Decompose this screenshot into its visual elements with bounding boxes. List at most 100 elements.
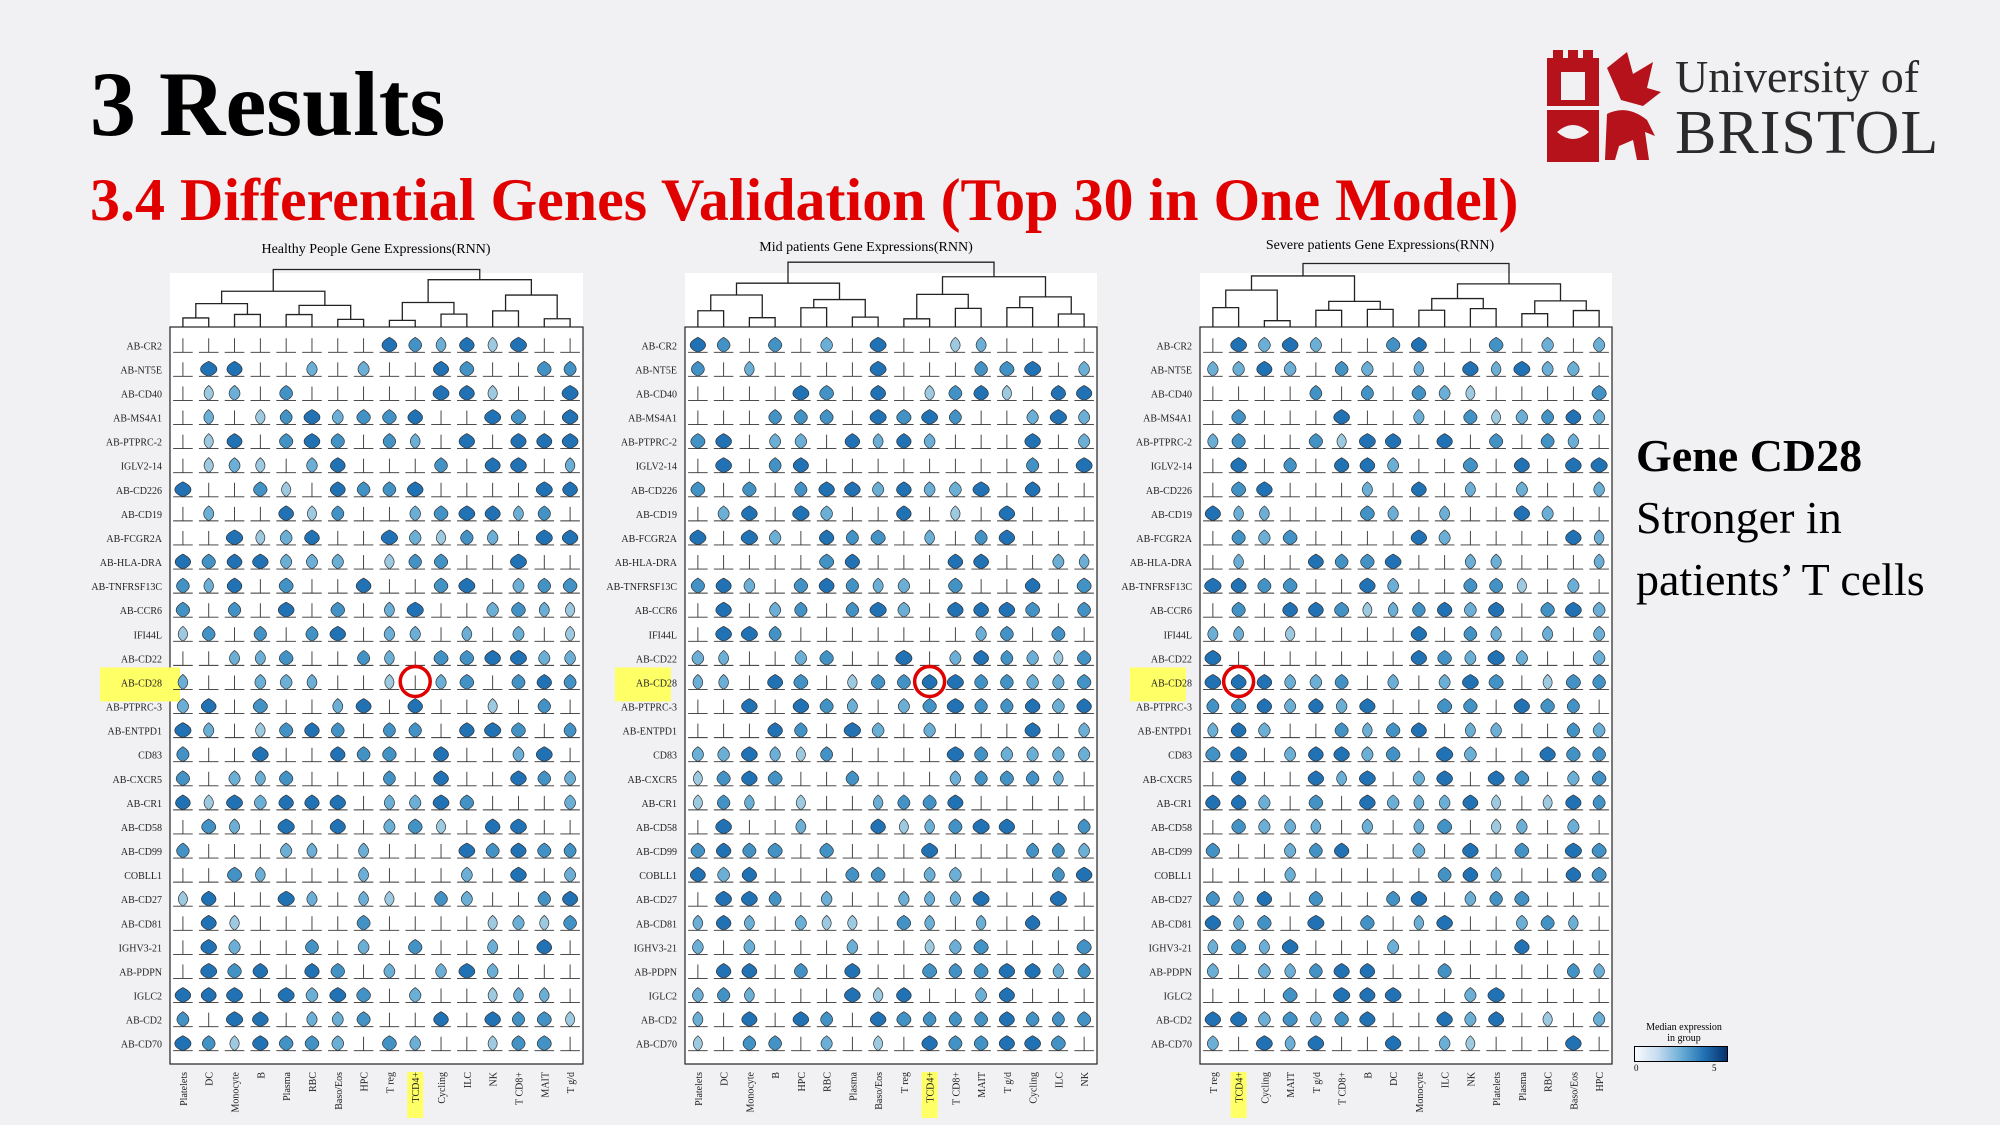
violin <box>457 458 477 474</box>
violin <box>353 409 374 425</box>
violin <box>457 529 477 546</box>
gene-label: AB-CD70 <box>636 1040 677 1051</box>
violin <box>997 674 1017 690</box>
violin <box>224 770 245 787</box>
violin <box>1383 482 1403 498</box>
violin <box>1537 868 1558 883</box>
violin <box>379 674 400 690</box>
violin <box>353 819 374 835</box>
violin <box>1254 481 1275 498</box>
violin <box>405 651 426 666</box>
violin <box>1306 940 1326 955</box>
violin <box>508 482 529 498</box>
violin <box>1022 577 1043 594</box>
violin <box>379 649 400 666</box>
violin <box>1486 699 1506 714</box>
violin <box>1537 940 1558 955</box>
violin <box>894 555 914 570</box>
violin <box>945 385 966 401</box>
violin <box>1228 505 1249 522</box>
violin <box>791 698 811 714</box>
violin <box>842 747 863 763</box>
gene-label: AB-CR2 <box>1156 341 1192 352</box>
violin <box>198 868 219 883</box>
violin <box>1460 819 1481 835</box>
violin <box>1589 506 1609 522</box>
cell-type-label: T reg <box>900 1072 911 1093</box>
violin <box>997 795 1017 811</box>
violin <box>1409 964 1429 979</box>
cell-type-label: Monocyte <box>1415 1071 1426 1112</box>
violin <box>224 1011 245 1028</box>
violin <box>688 699 708 714</box>
violin <box>1434 627 1455 642</box>
violin <box>405 916 426 931</box>
violin <box>302 963 322 979</box>
chart-title-healthy: Healthy People Gene Expressions(RNN) <box>261 242 491 257</box>
violin <box>508 746 529 763</box>
violin <box>919 963 940 979</box>
violin <box>1460 506 1481 522</box>
violin <box>997 963 1017 979</box>
violin <box>1434 866 1455 883</box>
violin <box>894 890 914 907</box>
violin <box>1589 940 1609 955</box>
violin <box>919 627 940 642</box>
violin <box>1537 698 1558 714</box>
violin <box>560 770 580 787</box>
violin <box>224 675 245 690</box>
violin <box>791 362 811 377</box>
violin <box>534 360 555 377</box>
violin <box>1409 988 1429 1004</box>
violin <box>482 818 503 835</box>
violin <box>1383 844 1403 859</box>
violin <box>842 627 863 642</box>
highlight-circle <box>1221 664 1256 699</box>
violin <box>1254 386 1275 401</box>
violin <box>560 866 580 883</box>
violin <box>173 506 193 522</box>
violin <box>1434 892 1455 907</box>
violin <box>1589 579 1609 594</box>
violin <box>868 627 888 642</box>
violin <box>457 722 477 739</box>
violin <box>765 699 785 714</box>
violin <box>353 987 374 1004</box>
violin <box>791 409 811 425</box>
highlight-circle <box>912 664 947 699</box>
violin <box>842 866 863 883</box>
gene-label: AB-NT5E <box>120 365 162 376</box>
violin <box>560 890 580 907</box>
gene-label: AB-ENTPD1 <box>1138 727 1192 738</box>
violin <box>1074 360 1094 377</box>
violin <box>405 336 426 353</box>
cell-type-label: NK <box>1080 1071 1091 1086</box>
plot-frame <box>169 326 584 1065</box>
violin <box>791 746 811 763</box>
violin <box>971 481 991 498</box>
violin <box>765 362 785 377</box>
violin <box>997 770 1017 787</box>
violin <box>739 1011 760 1028</box>
violin <box>816 940 837 955</box>
violin <box>1048 940 1069 955</box>
violin <box>1074 818 1094 835</box>
violin <box>431 1036 451 1052</box>
violin <box>791 457 811 474</box>
violin <box>688 386 708 401</box>
violin <box>173 746 193 763</box>
violin <box>1434 601 1455 618</box>
violin <box>945 723 966 739</box>
violin <box>250 963 271 979</box>
violin <box>765 674 785 690</box>
violin <box>816 553 837 570</box>
violin <box>816 505 837 522</box>
gene-label: AB-CD28 <box>1151 678 1192 689</box>
violin <box>816 434 837 450</box>
violin <box>1228 794 1249 811</box>
violin <box>919 842 940 859</box>
violin <box>894 674 914 690</box>
violin <box>482 1011 503 1028</box>
violin <box>405 844 426 859</box>
violin <box>431 818 451 835</box>
